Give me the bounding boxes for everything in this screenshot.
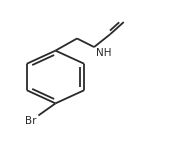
Text: Br: Br	[25, 116, 37, 126]
Text: NH: NH	[96, 49, 112, 58]
